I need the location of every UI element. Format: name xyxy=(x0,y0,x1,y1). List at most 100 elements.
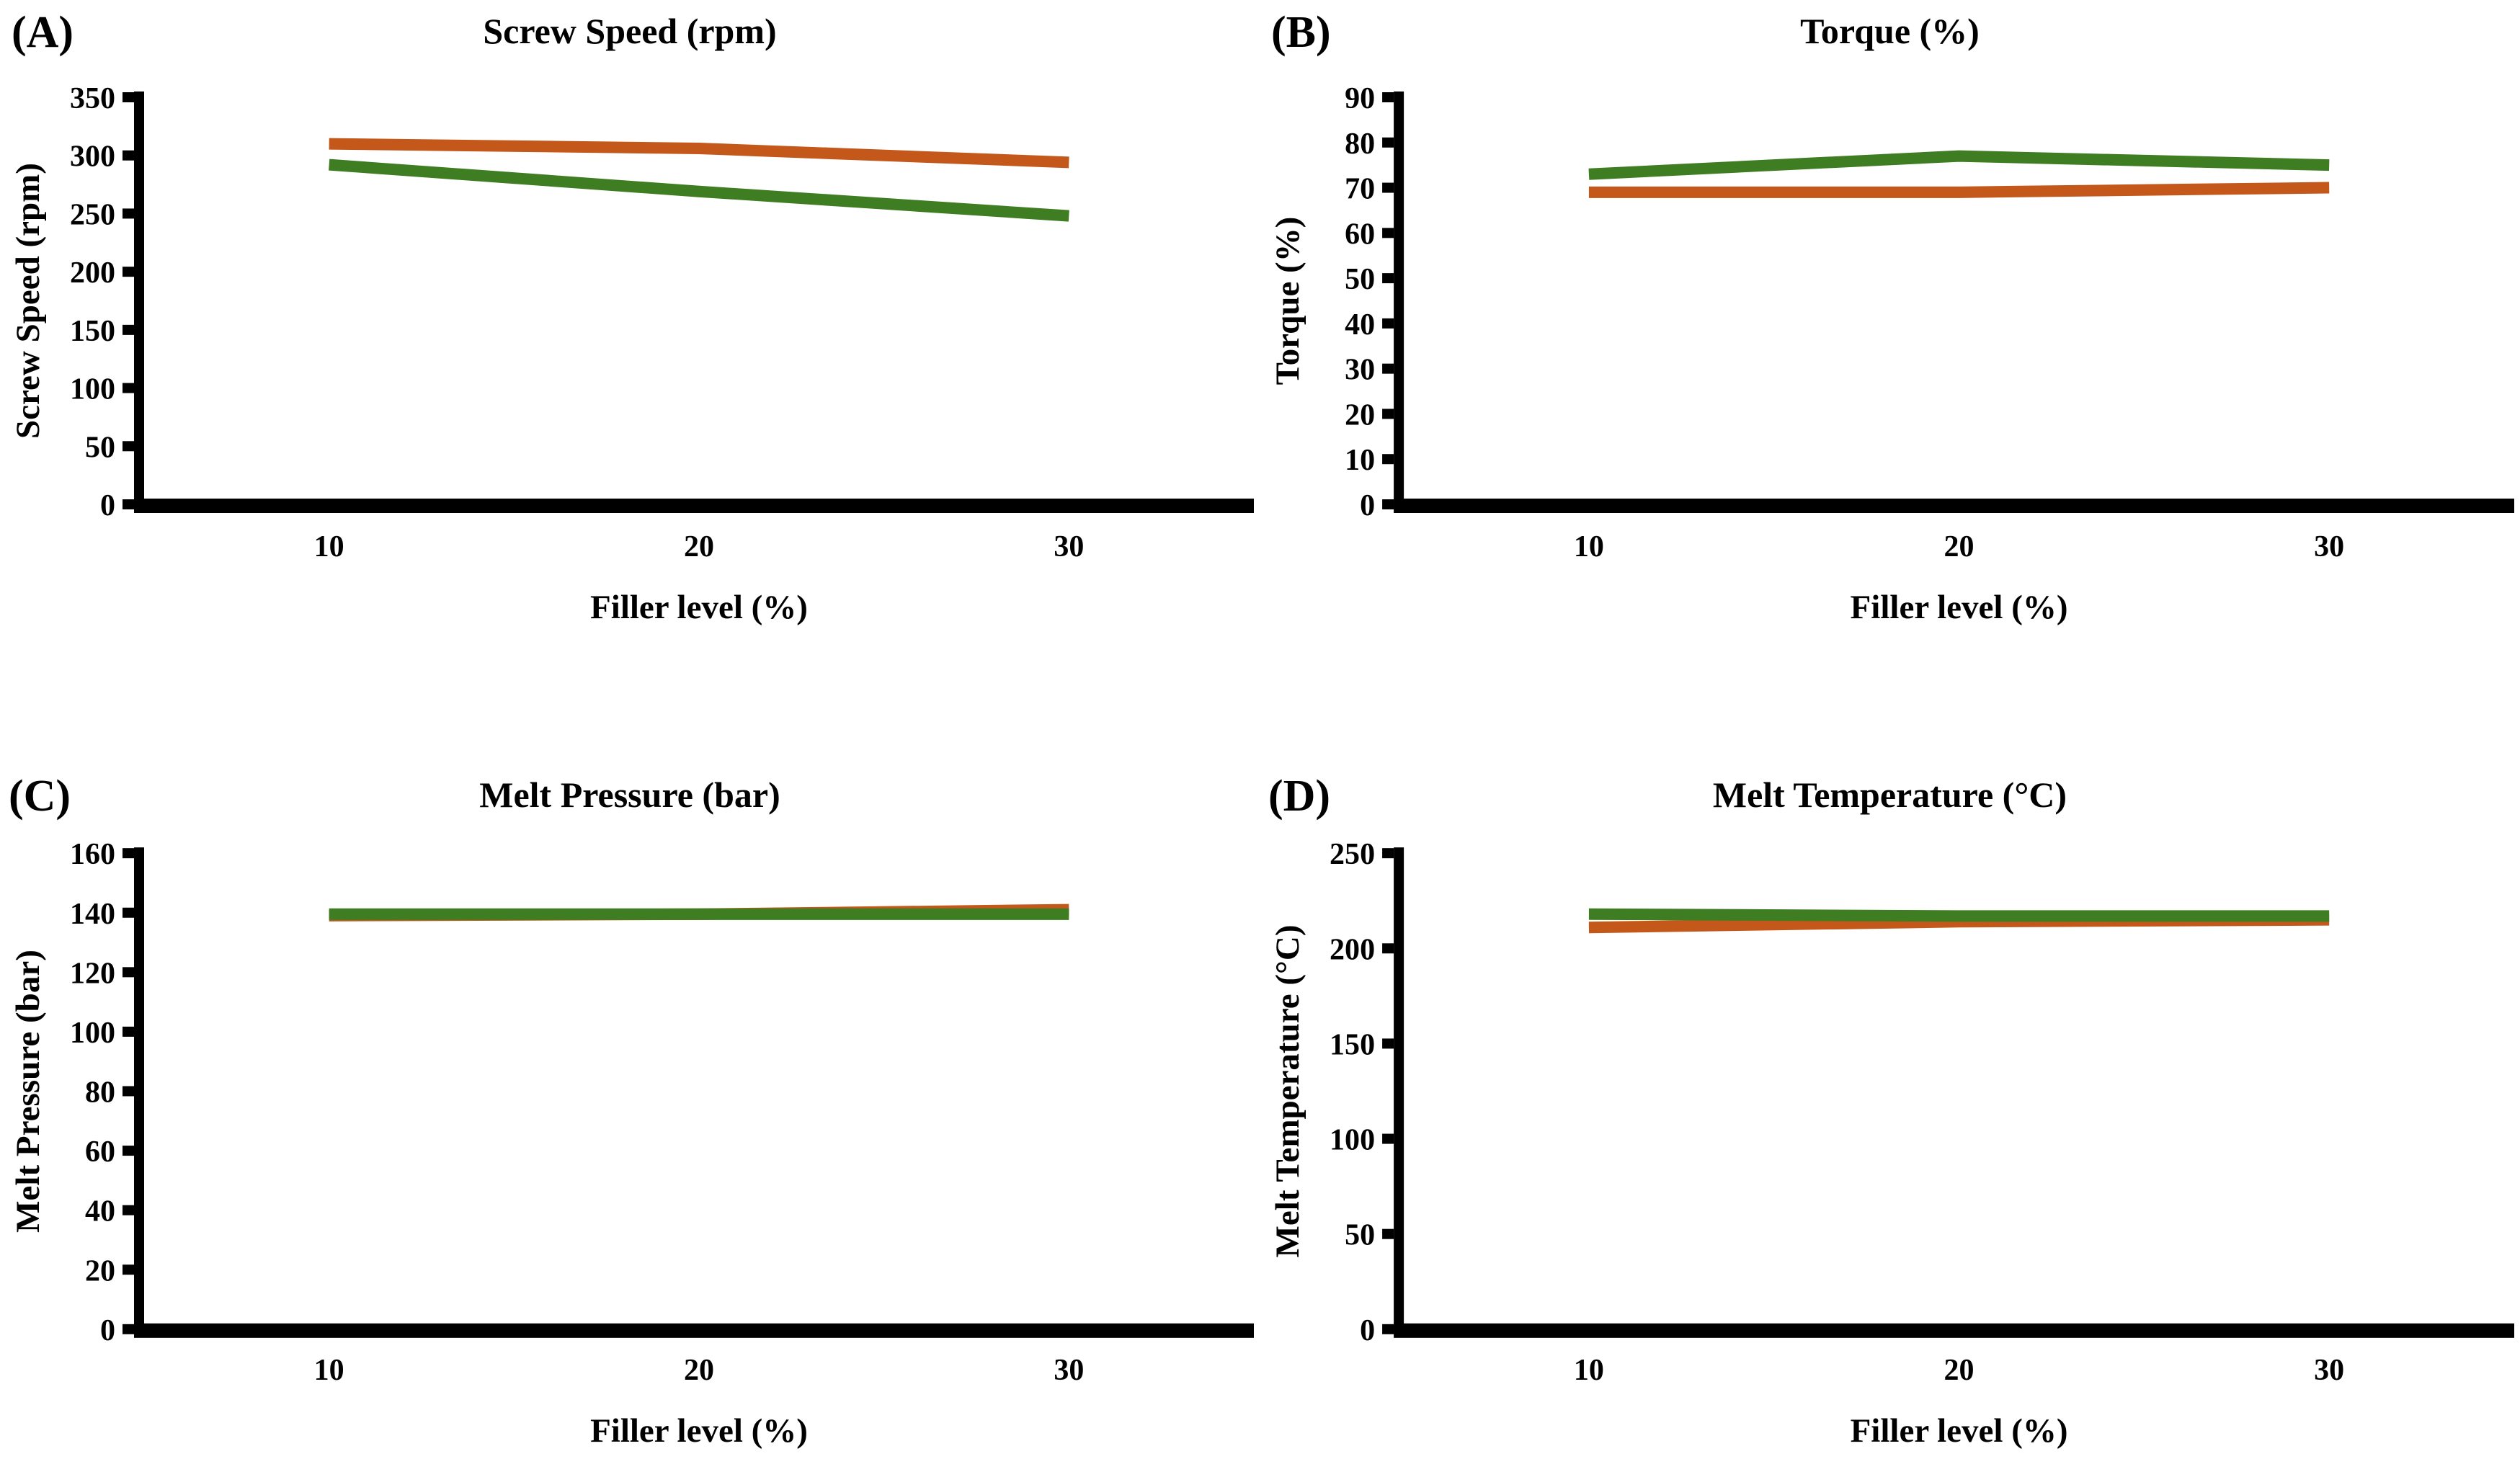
panel-a-label: (A) xyxy=(12,8,74,57)
series-lines xyxy=(1588,150,2330,198)
x-tick-label: 10 xyxy=(1574,1354,1604,1387)
y-tick-label: 20 xyxy=(1345,398,1375,432)
y-tick-label: 150 xyxy=(1330,1028,1375,1061)
chart-screw-speed: 350 300 250 200 150 100 50 0 10 20 30 Filler level … xyxy=(9,82,1254,626)
series-lines xyxy=(1588,908,2330,934)
y-axis-spine xyxy=(1394,847,1404,1335)
y-tick-label: 50 xyxy=(1345,263,1375,296)
panel-a: (A) Screw Speed (rpm) 350 300 250 200 150 100… xyxy=(0,0,1260,729)
x-tick-label: 10 xyxy=(1574,530,1604,563)
x-axis-spine xyxy=(1394,1323,2514,1338)
panel-c-title: Melt Pressure (bar) xyxy=(479,775,780,815)
chart-torque: 90 80 70 60 50 40 30 20 10 0 10 20 30 Filler level (%… xyxy=(1269,82,2514,626)
y-tick-label: 70 xyxy=(1345,173,1375,206)
x-tick-label: 20 xyxy=(684,1354,714,1387)
y-tick-mark xyxy=(1382,943,1394,954)
y-tick-mark xyxy=(1382,409,1394,419)
y-tick-mark xyxy=(1382,137,1394,148)
y-tick-label: 40 xyxy=(85,1195,115,1228)
y-tick-label: 0 xyxy=(1360,489,1375,522)
y-axis-title: Torque (%) xyxy=(1269,217,1306,385)
series-orange-line xyxy=(329,138,1069,169)
series-lines xyxy=(329,903,1069,922)
y-tick-label: 100 xyxy=(70,1017,115,1050)
chart-melt-temperature: 250 200 150 100 50 0 10 20 30 Filler level (%) Mel… xyxy=(1269,838,2514,1450)
y-tick-mark xyxy=(1382,1228,1394,1239)
panel-b-label: (B) xyxy=(1271,8,1331,57)
y-tick-mark xyxy=(1382,848,1394,859)
y-axis-spine xyxy=(134,847,144,1335)
y-tick-label: 0 xyxy=(100,1314,115,1347)
panel-b: (B) Torque (%) 90 80 70 60 50 40 30 20 10 0 10 20 30… xyxy=(1260,0,2520,729)
y-tick-mark xyxy=(123,907,134,918)
y-tick-label: 60 xyxy=(1345,218,1375,251)
y-tick-mark xyxy=(123,967,134,978)
x-axis-ticks: 10 20 30 xyxy=(314,1354,1085,1387)
x-axis-spine xyxy=(1394,499,2514,513)
y-tick-mark xyxy=(1382,1324,1394,1334)
y-tick-mark xyxy=(123,150,134,161)
y-tick-label: 250 xyxy=(70,198,115,231)
panel-c-label: (C) xyxy=(9,772,71,821)
panel-d-title: Melt Temperature (°C) xyxy=(1712,775,2067,815)
y-axis-ticks: 160 140 120 100 80 60 40 20 0 xyxy=(70,838,134,1347)
y-tick-mark xyxy=(1382,228,1394,238)
series-orange-line xyxy=(1588,182,2330,198)
x-tick-label: 20 xyxy=(684,530,714,563)
y-tick-mark xyxy=(1382,318,1394,329)
y-axis-spine xyxy=(134,92,144,510)
y-axis-title: Screw Speed (rpm) xyxy=(9,163,47,439)
x-tick-label: 20 xyxy=(1944,1354,1974,1387)
y-tick-mark xyxy=(123,383,134,393)
y-tick-label: 160 xyxy=(70,838,115,871)
y-tick-label: 50 xyxy=(85,431,115,464)
panel-d-label: (D) xyxy=(1268,772,1331,821)
y-tick-label: 150 xyxy=(70,315,115,348)
x-tick-label: 30 xyxy=(2314,530,2344,563)
y-tick-mark xyxy=(123,1324,134,1334)
y-tick-label: 100 xyxy=(70,373,115,406)
y-tick-label: 10 xyxy=(1345,444,1375,477)
y-tick-mark xyxy=(123,1205,134,1215)
panel-c: (C) Melt Pressure (bar) 160 140 120 100 80 60… xyxy=(0,729,1260,1459)
axes xyxy=(134,92,1254,513)
y-tick-label: 350 xyxy=(70,82,115,115)
y-tick-label: 250 xyxy=(1330,838,1375,871)
panel-b-title: Torque (%) xyxy=(1800,11,1980,51)
y-tick-label: 140 xyxy=(70,898,115,931)
y-tick-label: 0 xyxy=(100,489,115,522)
y-tick-label: 80 xyxy=(85,1076,115,1109)
axes xyxy=(1394,92,2514,513)
y-tick-mark xyxy=(123,1264,134,1275)
y-tick-mark xyxy=(123,1026,134,1037)
y-tick-mark xyxy=(1382,363,1394,374)
x-axis-ticks: 10 20 30 xyxy=(1574,530,2344,563)
y-tick-label: 100 xyxy=(1330,1124,1375,1157)
y-tick-label: 40 xyxy=(1345,308,1375,342)
axes xyxy=(134,847,1254,1338)
x-axis-title: Filler level (%) xyxy=(1851,589,2068,626)
y-tick-mark xyxy=(1382,1133,1394,1144)
y-tick-mark xyxy=(123,208,134,219)
y-tick-label: 200 xyxy=(1330,933,1375,966)
y-tick-label: 30 xyxy=(1345,354,1375,387)
series-green-line xyxy=(329,159,1069,222)
y-tick-mark xyxy=(123,499,134,509)
x-tick-label: 10 xyxy=(314,530,344,563)
y-tick-label: 0 xyxy=(1360,1314,1375,1347)
x-tick-label: 10 xyxy=(314,1354,344,1387)
x-axis-ticks: 10 20 30 xyxy=(1574,1354,2344,1387)
axes xyxy=(1394,847,2514,1338)
y-tick-mark xyxy=(1382,92,1394,102)
y-axis-ticks: 90 80 70 60 50 40 30 20 10 0 xyxy=(1345,82,1394,522)
y-tick-mark xyxy=(1382,273,1394,284)
panel-d: (D) Melt Temperature (°C) 250 200 150 100 50… xyxy=(1260,729,2520,1459)
series-green-line xyxy=(1588,908,2330,922)
x-axis-title: Filler level (%) xyxy=(590,1412,808,1450)
y-tick-mark xyxy=(123,1086,134,1097)
y-axis-ticks: 250 200 150 100 50 0 xyxy=(1330,838,1394,1347)
y-tick-mark xyxy=(123,441,134,452)
x-axis-title: Filler level (%) xyxy=(590,589,808,626)
y-tick-mark xyxy=(1382,182,1394,193)
